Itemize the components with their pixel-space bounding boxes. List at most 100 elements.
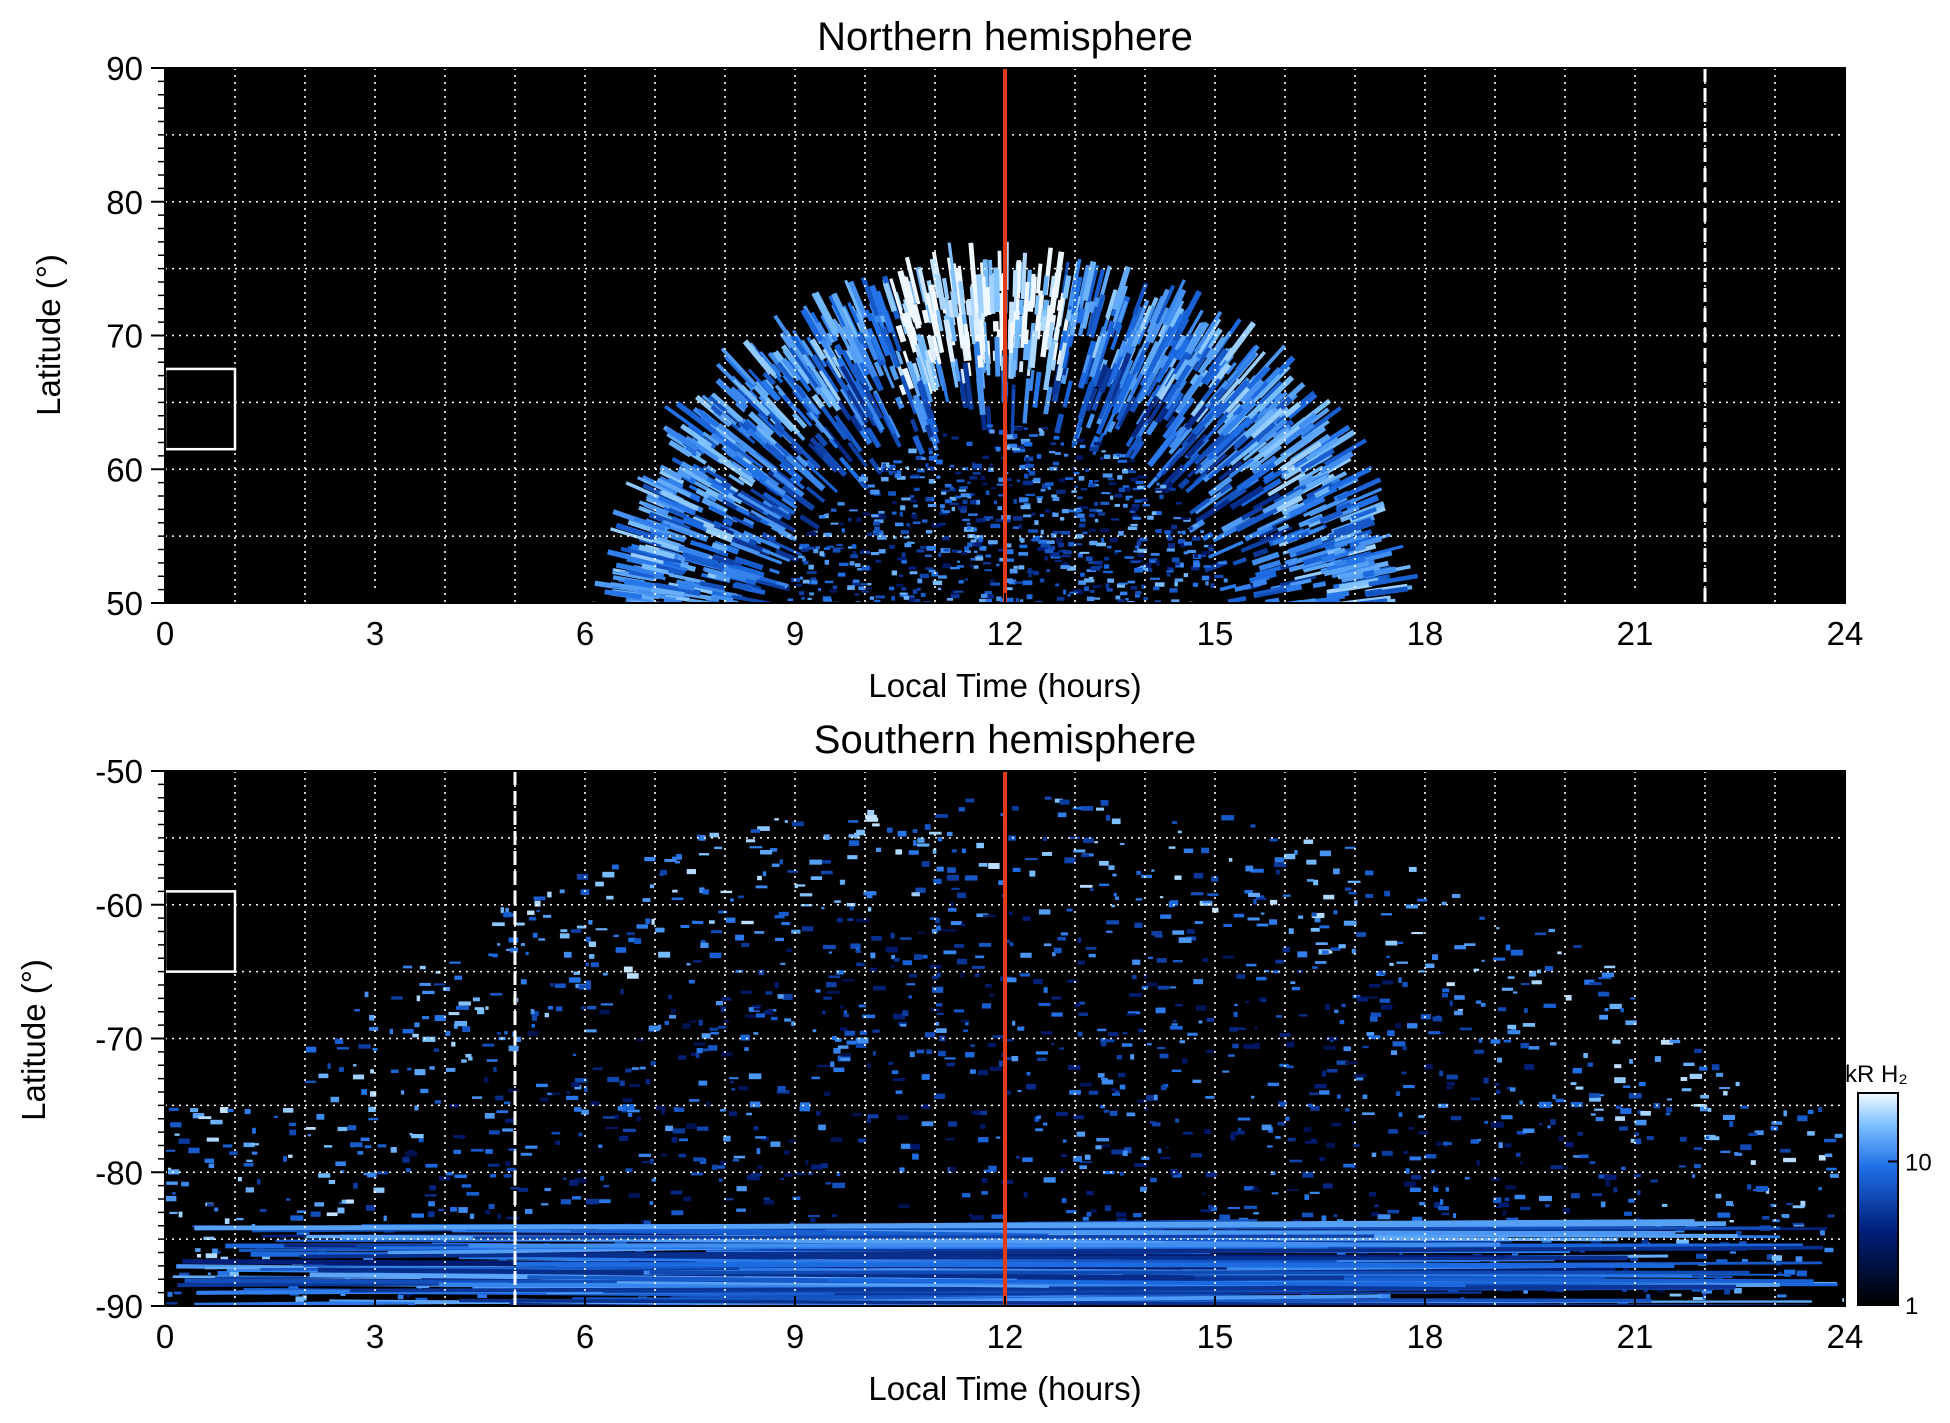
aurora-patch — [1102, 1170, 1115, 1175]
aurora-patch — [1056, 630, 1065, 632]
aurora-patch — [1190, 892, 1204, 896]
aurora-patch — [905, 466, 910, 470]
aurora-patch — [525, 1145, 538, 1149]
aurora-patch — [761, 1136, 769, 1141]
aurora-patch — [1269, 838, 1278, 842]
aurora-patch — [837, 502, 845, 506]
aurora-patch — [207, 1272, 211, 1275]
aurora-patch — [1307, 1103, 1314, 1108]
aurora-patch — [1103, 570, 1113, 574]
aurora-streak — [785, 333, 810, 366]
aurora-patch — [486, 1059, 498, 1062]
aurora-streak — [1341, 614, 1362, 616]
aurora-patch — [1036, 1057, 1047, 1062]
aurora-patch — [775, 937, 785, 942]
aurora-patch — [368, 1117, 379, 1121]
aurora-patch — [1057, 936, 1066, 941]
aurora-streak — [1147, 325, 1175, 373]
aurora-patch — [1243, 1044, 1255, 1049]
aurora-patch — [611, 864, 619, 870]
aurora-patch — [1137, 548, 1148, 553]
aurora-streak — [706, 616, 750, 620]
aurora-streak — [1229, 440, 1259, 466]
aurora-patch — [1715, 1193, 1722, 1199]
aurora-patch — [1109, 537, 1118, 543]
aurora-streak — [931, 335, 942, 365]
aurora-streak — [1171, 415, 1186, 433]
aurora-patch — [497, 943, 501, 946]
aurora-patch — [1084, 1154, 1091, 1160]
x-tick-label: 12 — [987, 615, 1024, 652]
aurora-patch — [921, 1104, 931, 1110]
aurora-patch — [1725, 1201, 1734, 1206]
aurora-patch — [858, 476, 868, 482]
aurora-streak — [769, 568, 780, 575]
aurora-patch — [507, 913, 517, 917]
aurora-patch — [1077, 496, 1083, 500]
aurora-patch — [1061, 530, 1071, 535]
aurora-patch — [167, 1291, 173, 1297]
aurora-patch — [1441, 1212, 1450, 1216]
aurora-patch — [800, 548, 809, 552]
aurora-patch — [698, 1019, 703, 1026]
aurora-streak — [1154, 284, 1176, 325]
aurora-patch — [1237, 1027, 1246, 1031]
aurora-patch — [1590, 1113, 1596, 1116]
aurora-patch — [1655, 1224, 1663, 1228]
aurora-patch — [1396, 961, 1408, 964]
aurora-patch — [906, 541, 912, 545]
aurora-patch — [949, 1166, 957, 1173]
aurora-patch — [830, 1061, 835, 1068]
aurora-streak — [1149, 307, 1170, 344]
aurora-patch — [836, 917, 843, 923]
aurora-patch — [1408, 1126, 1414, 1130]
aurora-patch — [892, 629, 902, 633]
aurora-streak — [1191, 321, 1205, 342]
aurora-streak — [1129, 439, 1145, 461]
aurora-patch — [1550, 1042, 1557, 1046]
aurora-streak — [636, 476, 674, 496]
aurora-patch — [901, 559, 907, 564]
aurora-patch — [931, 928, 938, 934]
aurora-streak — [861, 383, 884, 420]
aurora-patch — [1186, 929, 1195, 934]
aurora-patch — [1201, 847, 1210, 854]
aurora-patch — [1152, 1122, 1161, 1127]
aurora-patch — [1203, 565, 1212, 568]
aurora-patch — [1005, 519, 1011, 523]
aurora-patch — [1470, 1139, 1480, 1144]
aurora-patch — [1020, 599, 1024, 603]
aurora-patch — [318, 1173, 331, 1178]
aurora-patch — [983, 562, 991, 565]
aurora-patch — [1117, 475, 1123, 480]
aurora-patch — [829, 589, 838, 593]
aurora-streak — [828, 294, 849, 330]
aurora-patch — [804, 624, 809, 627]
aurora-streak — [795, 454, 809, 468]
aurora-patch — [823, 547, 831, 550]
aurora-patch — [1355, 1074, 1364, 1081]
aurora-patch — [1742, 1258, 1748, 1265]
aurora-patch — [1147, 1043, 1152, 1046]
aurora-patch — [1724, 1289, 1730, 1295]
aurora-patch — [1497, 1007, 1507, 1012]
aurora-patch — [932, 975, 938, 980]
aurora-patch — [886, 827, 893, 833]
aurora-patch — [1026, 594, 1033, 600]
aurora-patch — [1255, 895, 1265, 900]
aurora-streak — [1080, 302, 1092, 329]
aurora-patch — [1083, 609, 1092, 614]
aurora-patch — [1037, 547, 1048, 552]
aurora-patch — [1002, 1038, 1013, 1042]
aurora-patch — [1392, 1041, 1406, 1047]
aurora-streak — [789, 476, 806, 490]
aurora-band — [468, 1242, 1501, 1248]
aurora-patch — [1028, 529, 1039, 533]
aurora-patch — [969, 564, 974, 568]
aurora-patch — [1419, 970, 1425, 973]
aurora-patch — [947, 867, 956, 873]
aurora-patch — [484, 1209, 491, 1215]
aurora-patch — [951, 887, 960, 890]
aurora-patch — [547, 1092, 555, 1096]
aurora-patch — [815, 546, 820, 550]
